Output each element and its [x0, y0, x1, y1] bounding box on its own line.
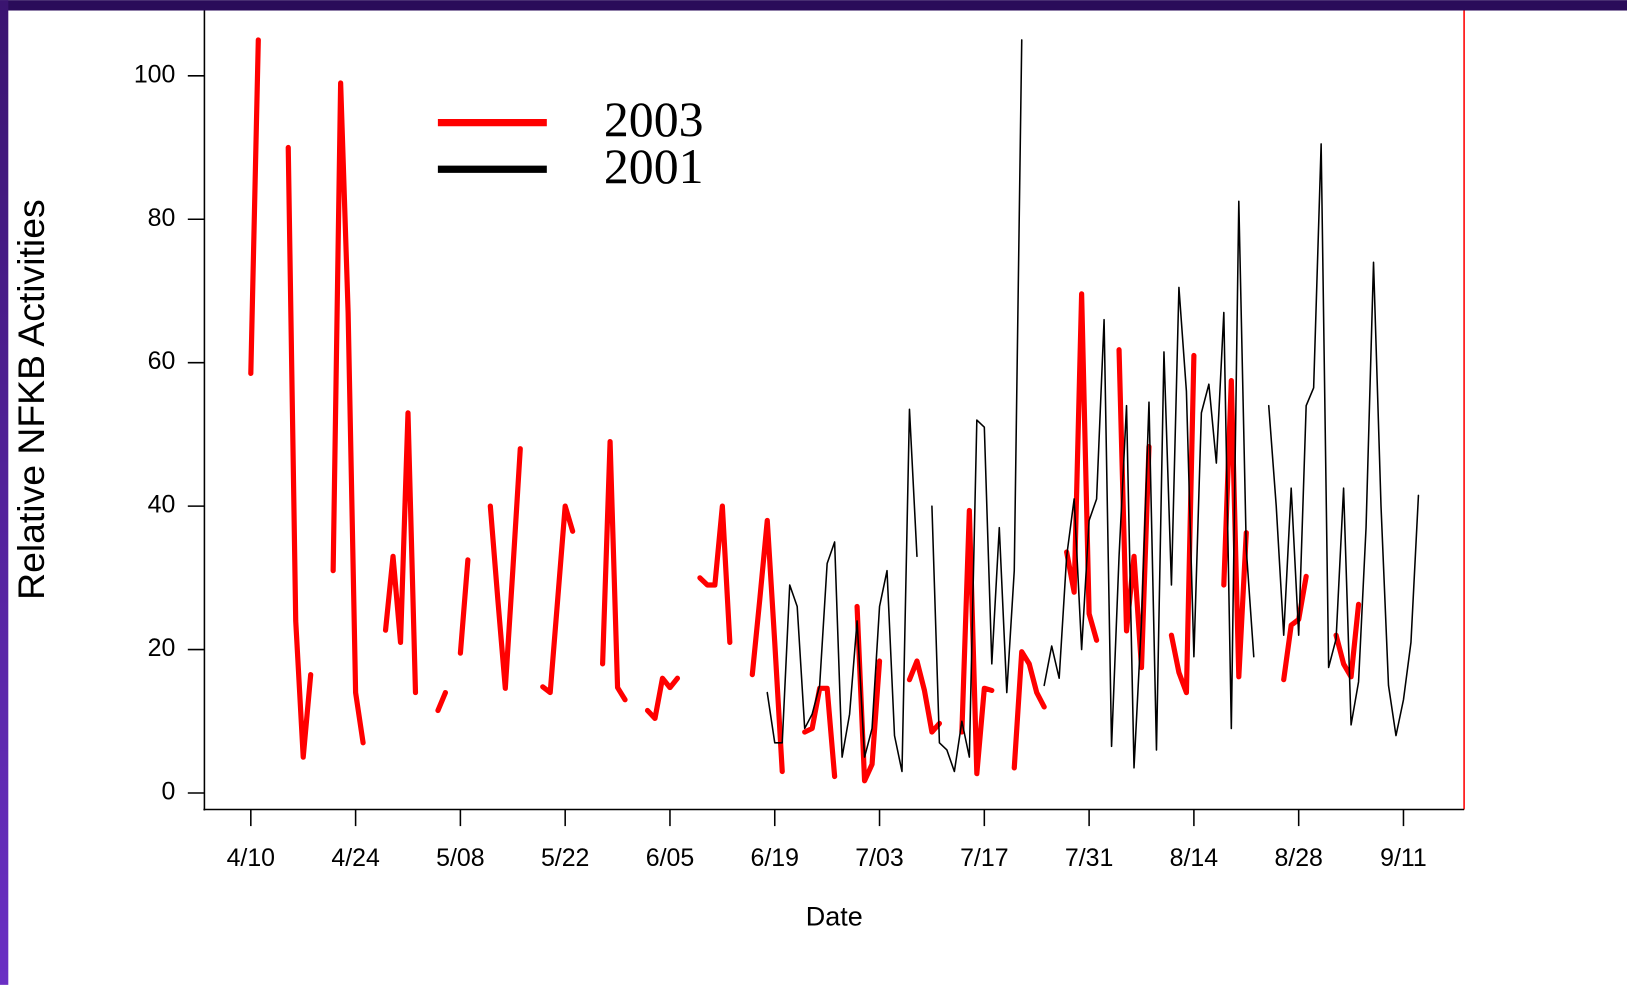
- series-line: [766, 39, 1420, 773]
- y-tick-label: 0: [162, 778, 176, 806]
- y-tick-label: 20: [148, 634, 176, 662]
- legend-label: 2001: [604, 139, 704, 194]
- y-axis-label: Relative NFKB Activities: [10, 199, 52, 600]
- series-line: [248, 37, 1362, 784]
- x-tick-label: 4/24: [331, 844, 380, 872]
- x-tick-label: 7/03: [855, 844, 903, 872]
- y-tick-label: 80: [148, 204, 176, 232]
- x-tick-label: 6/05: [646, 844, 694, 872]
- x-tick-label: 6/19: [751, 844, 799, 872]
- x-axis-label: Date: [806, 902, 863, 932]
- x-tick-label: 9/11: [1380, 844, 1427, 872]
- y-tick-label: 40: [148, 491, 176, 519]
- x-tick-label: 4/10: [227, 844, 275, 872]
- legend-label: 2003: [604, 92, 704, 147]
- x-tick-label: 7/17: [960, 844, 1008, 872]
- top-border: [0, 0, 1627, 11]
- x-tick-label: 8/14: [1170, 844, 1219, 872]
- x-tick-label: 8/28: [1274, 844, 1322, 872]
- x-tick-label: 5/08: [436, 844, 484, 872]
- x-tick-label: 5/22: [541, 844, 589, 872]
- y-tick-label: 100: [134, 60, 176, 88]
- x-tick-label: 7/31: [1065, 844, 1113, 872]
- y-tick-label: 60: [148, 347, 176, 375]
- left-border: [0, 0, 9, 985]
